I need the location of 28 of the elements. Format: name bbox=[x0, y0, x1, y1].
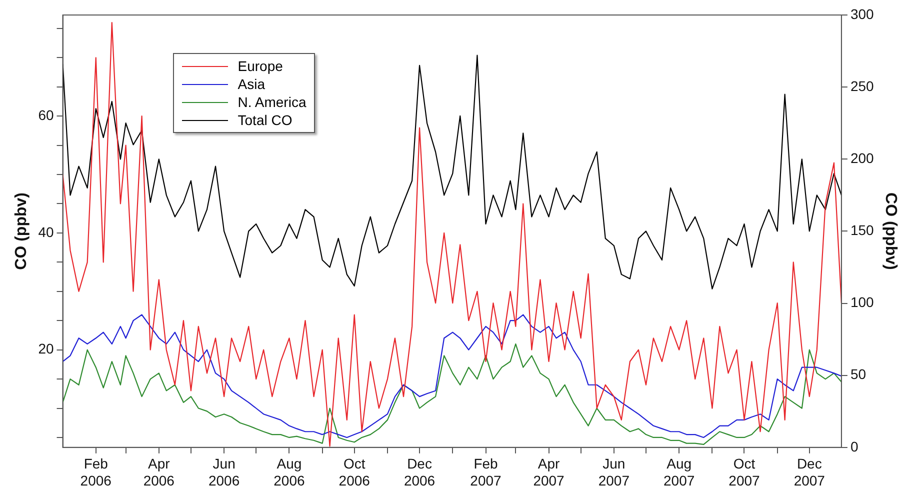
x-tick-label: Jun 2006 bbox=[208, 456, 240, 488]
y-axis-title: CO (ppbv) bbox=[13, 192, 30, 270]
y2-tick-label: 100 bbox=[850, 294, 874, 310]
x-tick-label: Apr 2006 bbox=[143, 456, 175, 488]
x-tick-label: Oct 2006 bbox=[338, 456, 370, 488]
x-tick-label: Aug 2006 bbox=[274, 456, 305, 488]
x-tick-label: Apr 2007 bbox=[533, 456, 565, 488]
x-tick-label: Jun 2007 bbox=[598, 456, 630, 488]
y2-axis-title: CO (ppbv) bbox=[882, 192, 899, 270]
legend-label: Total CO bbox=[238, 111, 292, 129]
y-tick-label: 20 bbox=[38, 340, 54, 357]
y2-tick-label: 300 bbox=[850, 6, 874, 22]
x-tick-label: Feb 2007 bbox=[470, 456, 502, 488]
x-tick-label: Dec 2007 bbox=[794, 456, 826, 488]
x-tick-label: Feb 2006 bbox=[80, 456, 112, 488]
y-tick-label: 60 bbox=[38, 106, 54, 123]
x-tick-label: Oct 2007 bbox=[728, 456, 760, 488]
x-tick-label: Dec 2006 bbox=[404, 456, 436, 488]
legend-label: N. America bbox=[238, 93, 306, 111]
y2-tick-label: 200 bbox=[850, 150, 874, 166]
y2-tick-label: 150 bbox=[850, 222, 874, 238]
y2-tick-label: 50 bbox=[850, 366, 866, 382]
y2-tick-label: 0 bbox=[850, 438, 858, 454]
legend-label: Europe bbox=[238, 57, 283, 75]
y2-tick-label: 250 bbox=[850, 78, 874, 94]
legend-label: Asia bbox=[238, 75, 265, 93]
x-tick-label: Aug 2007 bbox=[664, 456, 695, 488]
y-tick-label: 40 bbox=[38, 224, 54, 240]
